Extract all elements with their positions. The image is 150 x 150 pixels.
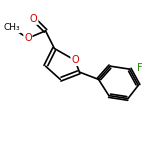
Text: F: F [137,63,143,73]
Text: O: O [71,55,79,65]
Text: O: O [30,14,38,24]
Text: O: O [24,33,32,43]
Text: CH₃: CH₃ [3,23,20,32]
